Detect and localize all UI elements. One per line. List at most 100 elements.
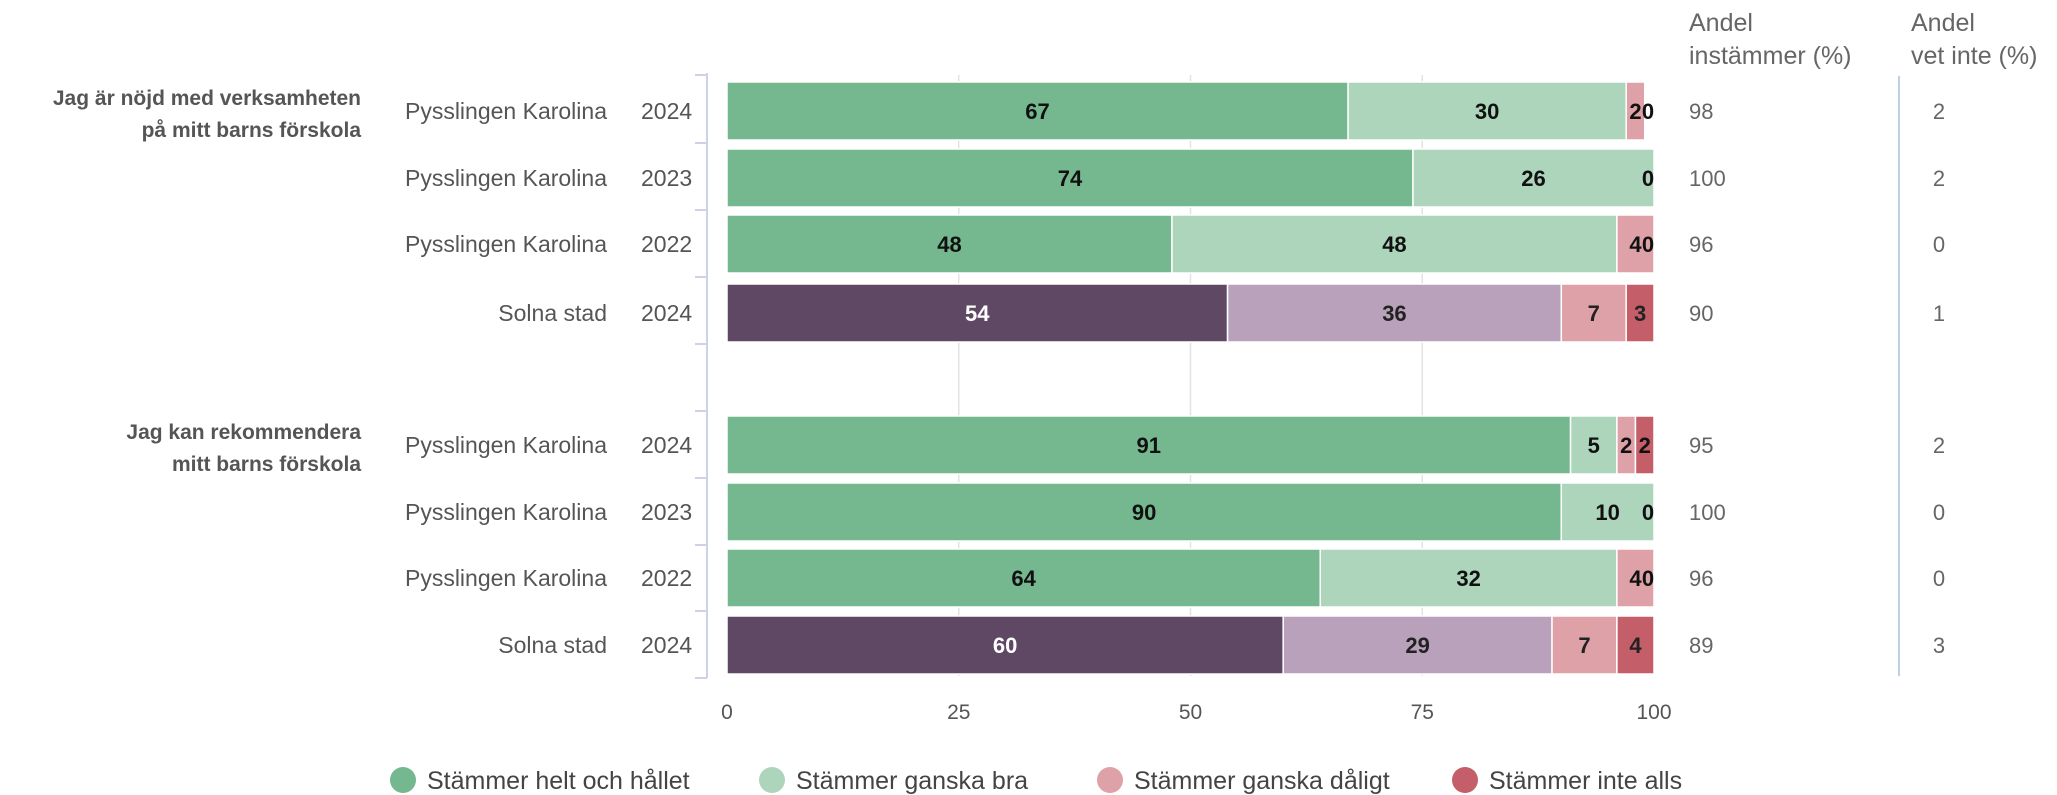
andel-instammer-value: 100 [1689, 500, 1726, 525]
data-label: 0 [1642, 232, 1654, 257]
row-year-label: 2022 [641, 231, 692, 257]
bar-segment [726, 548, 1322, 608]
andel-instammer-header: Andel [1689, 9, 1753, 37]
andel-vet-inte-value: 1 [1933, 301, 1945, 326]
row-unit-label: Pysslingen Karolina [405, 499, 607, 525]
bar-segment [1319, 548, 1618, 608]
row-unit-label: Pysslingen Karolina [405, 98, 607, 124]
question-label: mitt barns förskola [172, 453, 361, 476]
data-label: 67 [1025, 99, 1049, 124]
data-label: 4 [1629, 633, 1642, 658]
andel-vet-inte-value: 2 [1933, 433, 1945, 458]
question-label: på mitt barns förskola [142, 119, 362, 142]
row-year-label: 2023 [641, 499, 692, 525]
question-label: Jag kan rekommendera [126, 421, 361, 444]
bar-segment [1634, 415, 1655, 475]
x-tick-label: 0 [721, 701, 733, 724]
question-label: Jag är nöjd med verksamheten [53, 87, 361, 110]
data-label: 36 [1382, 301, 1406, 326]
data-label: 30 [1475, 99, 1499, 124]
bar-segment [1625, 283, 1655, 343]
bar-segment [1282, 615, 1553, 675]
data-label: 32 [1456, 566, 1480, 591]
data-label: 2 [1629, 99, 1641, 124]
data-label: 60 [993, 633, 1017, 658]
data-label: 0 [1642, 166, 1654, 191]
row-year-label: 2024 [641, 432, 692, 458]
andel-vet-inte-value: 0 [1933, 566, 1945, 591]
x-tick-label: 75 [1411, 701, 1434, 724]
data-label: 0 [1642, 99, 1654, 124]
andel-vet-inte-value: 0 [1933, 232, 1945, 257]
bar-segment [1560, 482, 1655, 542]
data-label: 10 [1595, 500, 1619, 525]
row-year-label: 2024 [641, 98, 692, 124]
bar-segment [1616, 548, 1655, 608]
andel-instammer-value: 90 [1689, 301, 1713, 326]
andel-instammer-value: 96 [1689, 232, 1713, 257]
bar-segment [1616, 214, 1655, 274]
data-label: 7 [1588, 301, 1600, 326]
bar-segment [1412, 148, 1655, 208]
x-tick-label: 100 [1636, 701, 1671, 724]
data-label: 2 [1620, 433, 1632, 458]
andel-instammer-header: instämmer (%) [1689, 42, 1852, 70]
andel-vet-inte-header: Andel [1911, 9, 1975, 37]
data-label: 90 [1132, 500, 1156, 525]
x-tick-label: 25 [947, 701, 970, 724]
data-label: 2 [1639, 433, 1651, 458]
legend-marker [390, 767, 416, 793]
andel-instammer-value: 89 [1689, 633, 1713, 658]
data-label: 7 [1578, 633, 1590, 658]
andel-instammer-value: 98 [1689, 99, 1713, 124]
row-unit-label: Pysslingen Karolina [405, 565, 607, 591]
andel-instammer-value: 100 [1689, 166, 1726, 191]
bar-segment [1569, 415, 1618, 475]
legend-label: Stämmer ganska dåligt [1134, 767, 1390, 795]
bar-segment [1625, 81, 1646, 141]
data-label: 29 [1405, 633, 1429, 658]
data-label: 4 [1629, 566, 1642, 591]
data-label: 0 [1642, 500, 1654, 525]
data-label: 91 [1137, 433, 1161, 458]
legend-marker [1097, 767, 1123, 793]
andel-instammer-value: 96 [1689, 566, 1713, 591]
legend-label: Stämmer helt och hållet [427, 767, 690, 795]
row-unit-label: Solna stad [498, 632, 607, 658]
row-unit-label: Solna stad [498, 300, 607, 326]
x-tick-label: 50 [1179, 701, 1202, 724]
data-label: 48 [1382, 232, 1406, 257]
andel-vet-inte-value: 3 [1933, 633, 1945, 658]
bar-segment [726, 283, 1229, 343]
row-year-label: 2024 [641, 632, 692, 658]
andel-vet-inte-header: vet inte (%) [1911, 42, 2037, 70]
bar-segment [726, 482, 1563, 542]
andel-vet-inte-value: 2 [1933, 99, 1945, 124]
data-label: 26 [1521, 166, 1545, 191]
bar-segment [726, 615, 1284, 675]
bar-segment [1171, 214, 1618, 274]
andel-vet-inte-value: 0 [1933, 500, 1945, 525]
andel-vet-inte-value: 2 [1933, 166, 1945, 191]
data-label: 48 [937, 232, 961, 257]
legend-marker [1452, 767, 1478, 793]
data-label: 0 [1642, 566, 1654, 591]
andel-instammer-value: 95 [1689, 433, 1713, 458]
bar-segment [1616, 615, 1655, 675]
legend-marker [759, 767, 785, 793]
row-unit-label: Pysslingen Karolina [405, 165, 607, 191]
data-label: 54 [965, 301, 990, 326]
data-label: 4 [1629, 232, 1642, 257]
data-label: 3 [1634, 301, 1646, 326]
row-year-label: 2023 [641, 165, 692, 191]
row-year-label: 2022 [641, 565, 692, 591]
bar-segment [1560, 283, 1627, 343]
data-label: 74 [1058, 166, 1083, 191]
row-year-label: 2024 [641, 300, 692, 326]
bar-segment [726, 81, 1349, 141]
bar-segment [726, 415, 1572, 475]
data-label: 5 [1588, 433, 1600, 458]
legend-label: Stämmer ganska bra [796, 767, 1028, 795]
row-unit-label: Pysslingen Karolina [405, 432, 607, 458]
